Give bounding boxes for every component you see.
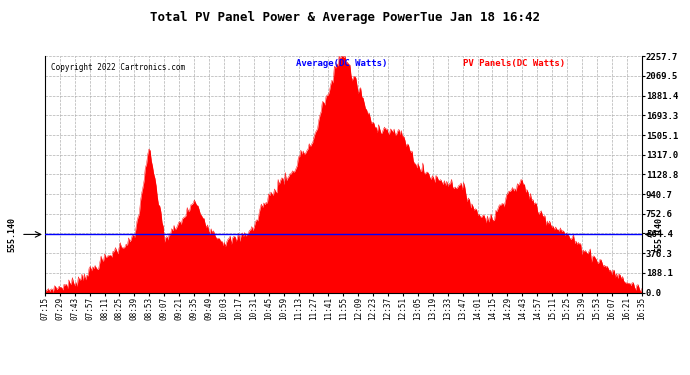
Text: 555.140: 555.140 xyxy=(8,217,17,252)
Text: Total PV Panel Power & Average PowerTue Jan 18 16:42: Total PV Panel Power & Average PowerTue … xyxy=(150,11,540,24)
Text: PV Panels(DC Watts): PV Panels(DC Watts) xyxy=(462,58,565,68)
Text: 555.140: 555.140 xyxy=(654,217,664,252)
Text: Average(DC Watts): Average(DC Watts) xyxy=(295,58,387,68)
Text: Copyright 2022 Cartronics.com: Copyright 2022 Cartronics.com xyxy=(51,63,185,72)
